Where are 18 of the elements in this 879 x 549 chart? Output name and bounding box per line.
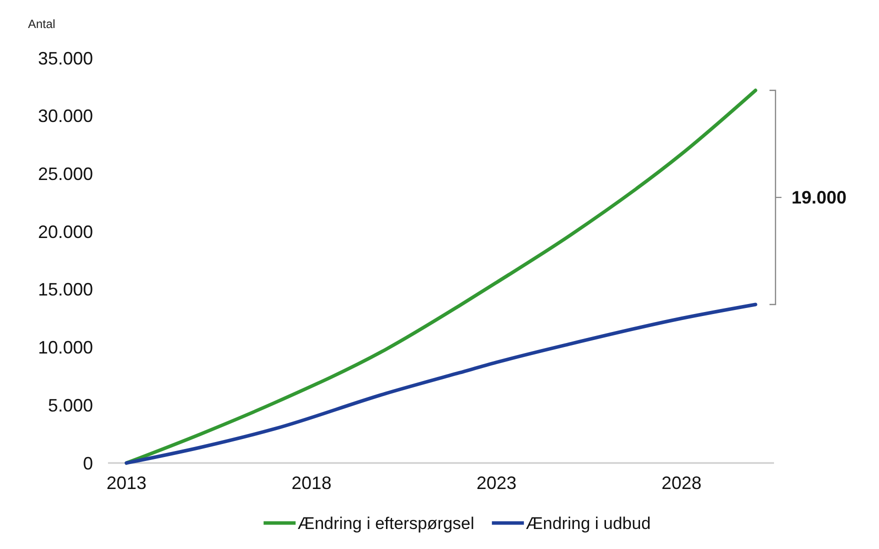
line-series xyxy=(124,302,758,465)
y-tick-label: 30.000 xyxy=(38,106,93,126)
legend-label: Ændring i udbud xyxy=(526,514,651,533)
y-tick-label: 10.000 xyxy=(38,338,93,358)
x-tick-label: 2023 xyxy=(476,473,517,493)
y-tick-label: 25.000 xyxy=(38,164,93,184)
y-tick-label: 0 xyxy=(82,453,93,474)
line-series xyxy=(124,88,758,465)
x-tick-label: 2028 xyxy=(661,473,702,493)
y-tick-label: 15.000 xyxy=(38,280,93,300)
legend-label: Ændring i efterspørgsel xyxy=(298,514,474,533)
x-tick-label: 2018 xyxy=(291,473,332,493)
y-tick-label: 20.000 xyxy=(38,222,93,242)
y-axis-title: Antal xyxy=(28,17,56,31)
text: 19.000 xyxy=(792,188,847,208)
x-tick-label: 2013 xyxy=(106,473,147,493)
y-tick-label: 5.000 xyxy=(48,395,93,416)
y-tick-label: 35.000 xyxy=(38,48,93,68)
